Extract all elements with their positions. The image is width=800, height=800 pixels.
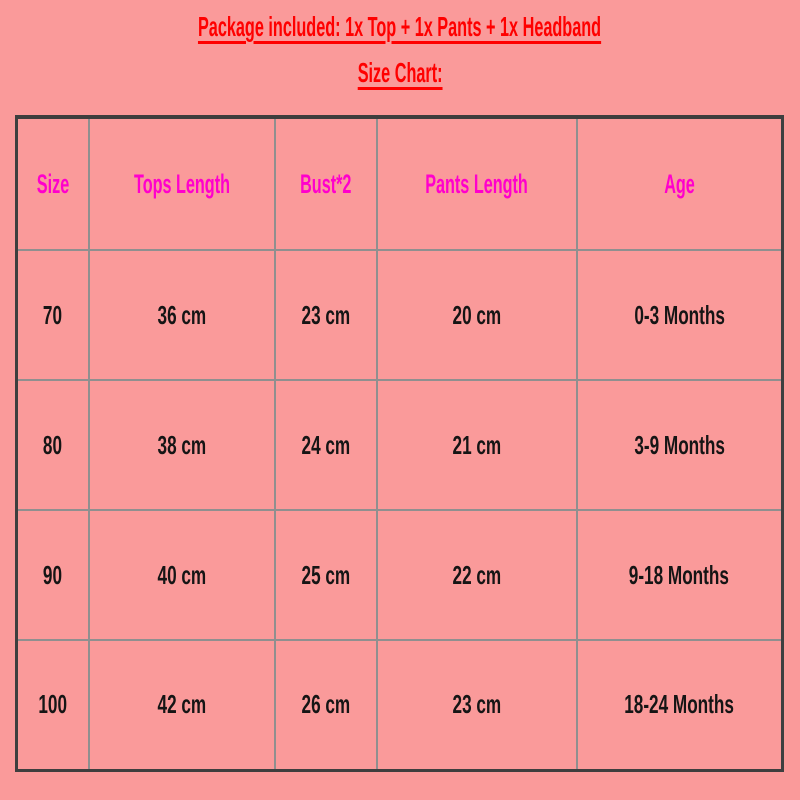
cell-size: 90 xyxy=(15,509,90,641)
cell-size-value: 100 xyxy=(38,689,68,720)
cell-bust-value: 26 cm xyxy=(301,689,350,720)
cell-bust: 26 cm xyxy=(273,639,378,771)
size-chart-table: Size Tops Length Bust*2 Pants Length Age… xyxy=(15,115,784,772)
cell-age: 18-24 Months xyxy=(575,639,784,771)
cell-size-value: 70 xyxy=(43,299,63,330)
cell-size: 70 xyxy=(15,249,90,381)
size-chart-heading: Size Chart: xyxy=(0,57,800,89)
table-row-size-80: 80 38 cm 24 cm 21 cm 3-9 Months xyxy=(15,379,784,511)
column-header-age: Age xyxy=(575,116,784,251)
cell-size-value: 90 xyxy=(43,559,63,590)
column-header-age-label: Age xyxy=(663,168,695,199)
cell-age-value: 3-9 Months xyxy=(633,429,725,460)
cell-tops-length-value: 38 cm xyxy=(157,429,206,460)
package-included-text: Package included: 1x Top + 1x Pants + 1x… xyxy=(198,11,602,42)
cell-age-value: 9-18 Months xyxy=(629,559,730,590)
header-row: Size Tops Length Bust*2 Pants Length Age xyxy=(15,116,784,251)
cell-tops-length: 40 cm xyxy=(87,509,276,641)
cell-size: 80 xyxy=(15,379,90,511)
column-header-pants-length-label: Pants Length xyxy=(425,168,528,199)
cell-age: 0-3 Months xyxy=(575,249,784,381)
product-size-chart-image: Package included: 1x Top + 1x Pants + 1x… xyxy=(0,0,800,772)
cell-tops-length-value: 36 cm xyxy=(157,299,206,330)
table-row-size-70: 70 36 cm 23 cm 20 cm 0-3 Months xyxy=(15,249,784,381)
column-header-pants-length: Pants Length xyxy=(375,116,578,251)
column-header-tops-length: Tops Length xyxy=(87,116,276,251)
table-row-size-90: 90 40 cm 25 cm 22 cm 9-18 Months xyxy=(15,509,784,641)
cell-tops-length: 42 cm xyxy=(87,639,276,771)
cell-tops-length-value: 42 cm xyxy=(157,689,206,720)
cell-bust: 25 cm xyxy=(273,509,378,641)
cell-bust: 24 cm xyxy=(273,379,378,511)
cell-age-value: 0-3 Months xyxy=(633,299,725,330)
cell-tops-length: 36 cm xyxy=(87,249,276,381)
cell-pants-length-value: 20 cm xyxy=(452,299,501,330)
cell-bust: 23 cm xyxy=(273,249,378,381)
column-header-bust-label: Bust*2 xyxy=(299,168,352,199)
cell-size-value: 80 xyxy=(43,429,63,460)
cell-tops-length: 38 cm xyxy=(87,379,276,511)
cell-pants-length-value: 23 cm xyxy=(452,689,501,720)
cell-pants-length-value: 21 cm xyxy=(452,429,501,460)
cell-pants-length: 20 cm xyxy=(375,249,578,381)
cell-pants-length-value: 22 cm xyxy=(452,559,501,590)
cell-bust-value: 24 cm xyxy=(301,429,350,460)
cell-age-value: 18-24 Months xyxy=(624,689,735,720)
cell-tops-length-value: 40 cm xyxy=(157,559,206,590)
cell-age: 9-18 Months xyxy=(575,509,784,641)
cell-pants-length: 21 cm xyxy=(375,379,578,511)
column-header-size-label: Size xyxy=(36,168,69,199)
table-row-size-100: 100 42 cm 26 cm 23 cm 18-24 Months xyxy=(15,639,784,771)
column-header-size: Size xyxy=(15,116,90,251)
cell-age: 3-9 Months xyxy=(575,379,784,511)
cell-bust-value: 23 cm xyxy=(301,299,350,330)
cell-size: 100 xyxy=(15,639,90,771)
column-header-bust: Bust*2 xyxy=(273,116,378,251)
package-included-title: Package included: 1x Top + 1x Pants + 1x… xyxy=(0,0,800,43)
cell-pants-length: 22 cm xyxy=(375,509,578,641)
cell-bust-value: 25 cm xyxy=(301,559,350,590)
cell-pants-length: 23 cm xyxy=(375,639,578,771)
column-header-tops-length-label: Tops Length xyxy=(133,168,230,199)
size-chart-heading-text: Size Chart: xyxy=(357,57,443,88)
